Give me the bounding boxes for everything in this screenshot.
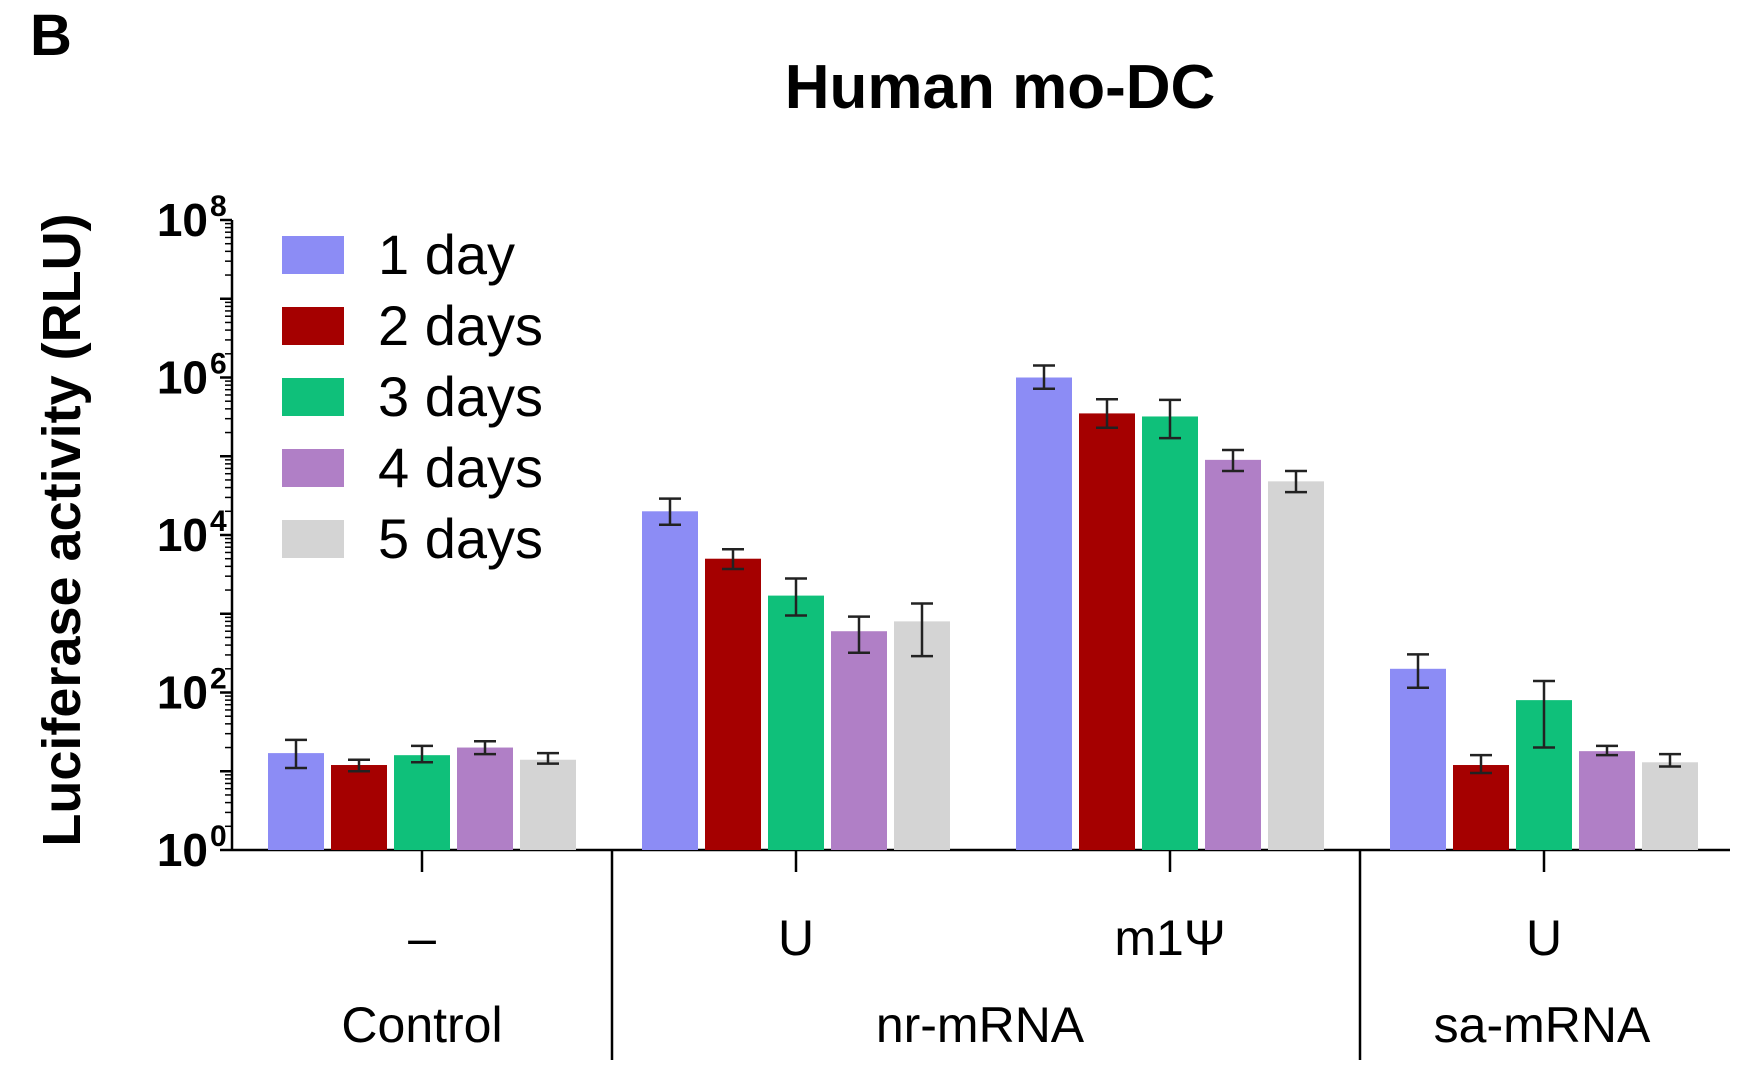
error-bar: [911, 602, 933, 658]
error-bar: [1407, 653, 1429, 689]
bar: [457, 747, 513, 850]
panel-label: B: [30, 3, 72, 68]
error-bar: [1033, 364, 1055, 390]
bar: [520, 759, 576, 850]
legend-item: 1 day: [282, 223, 515, 286]
error-bar: [848, 615, 870, 654]
error-bar: [474, 740, 496, 756]
error-bar: [411, 744, 433, 764]
y-tick-label-exponent: 4: [210, 505, 227, 538]
bar: [1268, 481, 1324, 850]
y-tick-label-base: 10: [157, 509, 208, 561]
bar: [705, 558, 761, 850]
bar: [642, 511, 698, 850]
x-category-label: Control: [341, 997, 502, 1053]
y-tick-label: 10 6: [157, 348, 227, 404]
x-group-sublabel: U: [778, 910, 814, 966]
bar: [394, 755, 450, 850]
bar: [268, 753, 324, 850]
legend-swatch: [282, 236, 344, 274]
error-bar: [537, 751, 559, 765]
x-group-sublabel: U: [1526, 910, 1562, 966]
x-group-sublabel: –: [408, 910, 436, 966]
legend-label: 5 days: [378, 507, 543, 570]
chart-title: Human mo-DC: [785, 53, 1216, 122]
legend-swatch: [282, 378, 344, 416]
y-tick-label: 10 2: [157, 663, 227, 719]
error-bar: [1470, 753, 1492, 775]
error-bar: [285, 738, 307, 770]
legend-swatch: [282, 520, 344, 558]
x-category-label: sa-mRNA: [1434, 997, 1651, 1053]
error-bar: [1285, 469, 1307, 494]
bar: [1142, 416, 1198, 850]
bar: [831, 631, 887, 850]
y-tick-label-exponent: 0: [210, 820, 227, 853]
y-tick-label-exponent: 2: [210, 663, 227, 696]
legend-item: 2 days: [282, 294, 543, 357]
legend-swatch: [282, 307, 344, 345]
legend-swatch: [282, 449, 344, 487]
error-bar: [722, 547, 744, 571]
error-bar: [1533, 679, 1555, 749]
y-tick-label-exponent: 6: [210, 348, 227, 381]
error-bar: [1659, 752, 1681, 768]
y-tick-label-base: 10: [157, 824, 208, 876]
legend-item: 3 days: [282, 365, 543, 428]
x-group-sublabel: m1Ψ: [1114, 910, 1225, 966]
y-tick-label-base: 10: [157, 352, 208, 404]
y-tick-label-exponent: 8: [210, 190, 227, 223]
legend: 1 day 2 days 3 days 4 days 5 days: [282, 223, 543, 570]
legend-label: 3 days: [378, 365, 543, 428]
legend-item: 4 days: [282, 436, 543, 499]
error-bar: [785, 577, 807, 617]
legend-item: 5 days: [282, 507, 543, 570]
error-bar: [1222, 448, 1244, 473]
y-tick-label-base: 10: [157, 194, 208, 246]
legend-label: 2 days: [378, 294, 543, 357]
y-axis-label: Luciferase activity (RLU): [32, 213, 92, 846]
legend-label: 1 day: [378, 223, 515, 286]
y-tick-label: 10 0: [157, 820, 227, 876]
x-category-label: nr-mRNA: [876, 997, 1085, 1053]
error-bar: [1596, 744, 1618, 757]
bar: [1205, 459, 1261, 850]
y-tick-label: 10 4: [157, 505, 227, 561]
y-tick-label: 10 8: [157, 190, 227, 246]
bar: [1390, 668, 1446, 850]
bar: [1579, 751, 1635, 850]
bar: [1079, 413, 1135, 850]
y-tick-label-base: 10: [157, 667, 208, 719]
bar: [1642, 762, 1698, 850]
error-bar: [1159, 398, 1181, 440]
bar: [331, 765, 387, 850]
legend-label: 4 days: [378, 436, 543, 499]
error-bar: [1096, 397, 1118, 430]
error-bar: [348, 758, 370, 773]
bar: [768, 595, 824, 850]
bar: [894, 621, 950, 850]
bar: [1453, 765, 1509, 850]
bar: [1016, 377, 1072, 850]
error-bar: [659, 497, 681, 526]
